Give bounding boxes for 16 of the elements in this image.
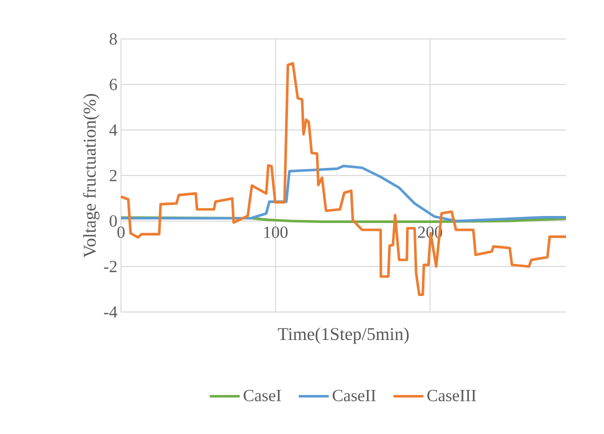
y-tick-label: -4	[104, 306, 118, 318]
y-tick-label: 8	[110, 33, 117, 45]
legend-label: CaseIII	[427, 390, 476, 402]
line-series	[120, 62, 568, 296]
y-tick-label: 6	[110, 78, 117, 90]
x-tick-label: 0	[117, 226, 125, 238]
y-tick-label: 2	[110, 170, 117, 182]
y-axis-title: Voltage fructuation(%)	[82, 94, 100, 258]
x-tick-label: 100	[264, 226, 288, 238]
y-tick-label: 0	[110, 215, 117, 227]
legend-label: CaseII	[332, 390, 376, 402]
y-tick-label: -2	[104, 260, 117, 272]
x-axis-title: Time(1Step/5min)	[278, 327, 409, 344]
legend-label: CaseI	[244, 390, 281, 402]
y-tick-label: 4	[109, 124, 118, 136]
line-series	[120, 164, 568, 222]
